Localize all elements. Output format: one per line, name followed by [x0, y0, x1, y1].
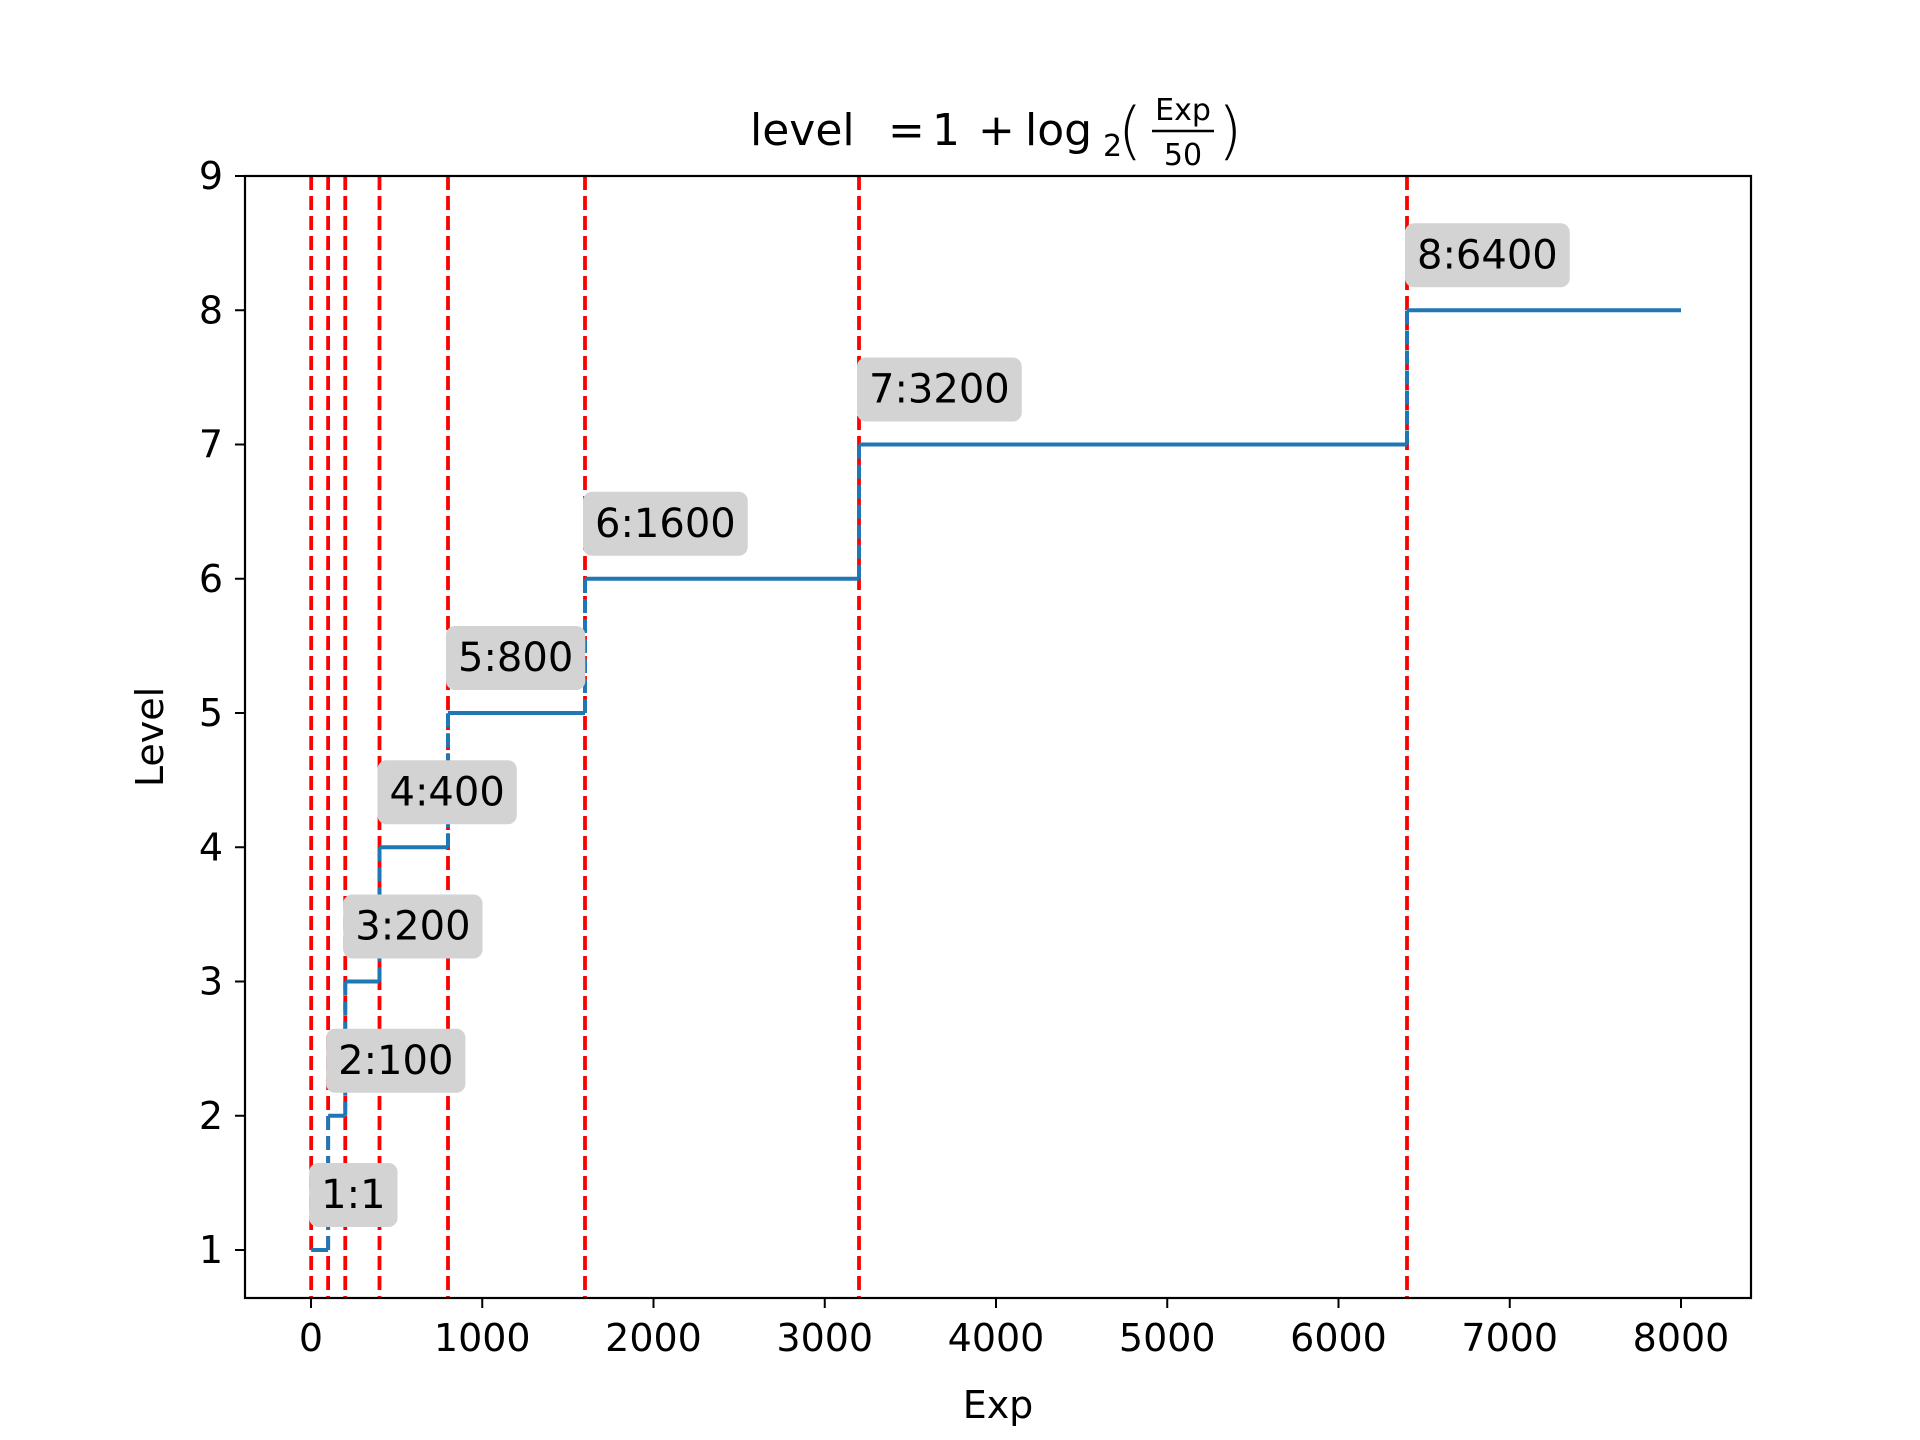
y-tick-label: 8 — [199, 288, 223, 332]
y-tick-label: 3 — [199, 960, 223, 1004]
y-tick-label: 5 — [199, 691, 223, 735]
series-layer — [311, 308, 1681, 1252]
title-log: log — [1025, 105, 1092, 156]
x-tick-label: 1000 — [434, 1316, 531, 1360]
y-tick-label: 6 — [199, 557, 223, 601]
annotation-box — [583, 491, 748, 556]
title-one: 1 — [932, 105, 960, 156]
annotation-box — [857, 357, 1022, 422]
data-annotation: 4:400 — [377, 760, 517, 825]
x-tick-label: 2000 — [605, 1316, 702, 1360]
x-tick-label: 4000 — [948, 1316, 1045, 1360]
x-tick-label: 0 — [299, 1316, 323, 1360]
x-tick-label: 5000 — [1119, 1316, 1216, 1360]
title-lhs: level — [750, 105, 855, 156]
y-tick-label: 9 — [199, 154, 223, 198]
title-denominator: 50 — [1164, 138, 1202, 173]
data-annotation: 6:1600 — [583, 491, 748, 556]
annotation-box — [446, 626, 586, 690]
title-equals: = — [888, 105, 925, 156]
y-axis-ticks: 1 2 3 4 5 6 7 8 9 — [199, 154, 245, 1272]
annotation-layer: 1:1 2:100 3:200 4:400 5:800 6:1600 7:3200 8:640… — [309, 223, 1570, 1227]
plot-frame — [243, 174, 1753, 1300]
annotation-box — [1405, 223, 1570, 288]
x-tick-label: 8000 — [1633, 1316, 1730, 1360]
y-axis-label: Level — [128, 687, 172, 787]
data-annotation: 1:1 — [309, 1163, 398, 1227]
y-tick-label: 2 — [199, 1094, 223, 1138]
data-annotation: 5:800 — [446, 626, 586, 690]
title-plus: + — [978, 105, 1015, 156]
data-annotation: 8:6400 — [1405, 223, 1570, 288]
annotation-box — [377, 760, 517, 825]
data-annotation: 7:3200 — [857, 357, 1022, 422]
title-log-base: 2 — [1103, 129, 1122, 164]
x-axis-ticks: 0 1000 2000 3000 4000 5000 6000 7000 8000 — [299, 1298, 1729, 1360]
annotation-text: 8:6400 — [1417, 232, 1558, 278]
annotation-text: 7:3200 — [869, 367, 1010, 413]
annotation-text: 4:400 — [390, 769, 505, 815]
x-axis-label: Exp — [963, 1383, 1034, 1427]
annotation-box — [309, 1163, 398, 1227]
annotation-box — [343, 894, 483, 959]
data-annotation: 2:100 — [326, 1028, 466, 1093]
annotation-box — [326, 1028, 466, 1093]
annotation-text: 1:1 — [321, 1172, 385, 1218]
title-left-paren: ( — [1118, 94, 1142, 167]
annotation-text: 2:100 — [338, 1038, 453, 1084]
y-tick-label: 7 — [199, 423, 223, 467]
annotation-text: 6:1600 — [595, 501, 736, 547]
annotation-text: 3:200 — [355, 904, 470, 950]
chart-title: level = 1 + log 2 ( Exp 50 ) — [750, 93, 1242, 173]
x-tick-label: 7000 — [1461, 1316, 1558, 1360]
y-tick-label: 4 — [199, 825, 223, 869]
annotation-text: 5:800 — [458, 635, 573, 681]
title-right-paren: ) — [1218, 94, 1242, 167]
x-tick-label: 6000 — [1290, 1316, 1387, 1360]
y-tick-label: 1 — [199, 1228, 223, 1272]
x-tick-label: 3000 — [776, 1316, 873, 1360]
data-annotation: 3:200 — [343, 894, 483, 959]
title-numerator: Exp — [1155, 93, 1211, 128]
